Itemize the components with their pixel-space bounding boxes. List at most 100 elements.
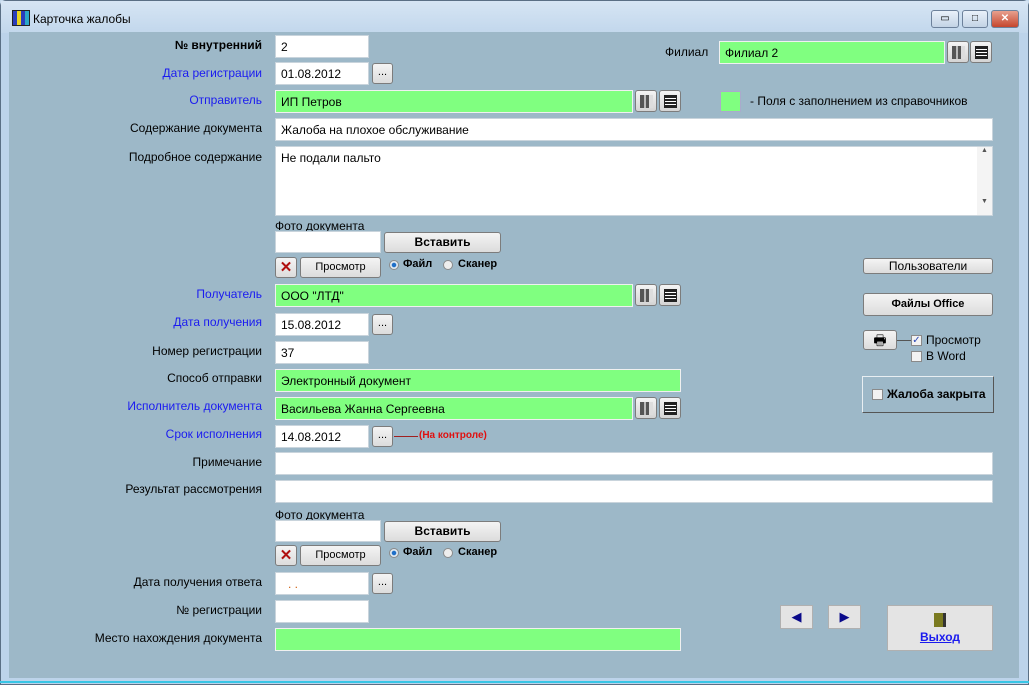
photo-source-file-radio[interactable]	[389, 260, 399, 270]
deadline-field[interactable]: 14.08.2012	[275, 425, 369, 448]
delete-x-icon: ✕	[279, 259, 293, 276]
photo-insert-button[interactable]: Вставить	[384, 232, 501, 253]
details-label: Подробное содержание	[128, 150, 262, 164]
next-record-button[interactable]: ▶	[828, 605, 861, 629]
sender-field[interactable]: ИП Петров	[275, 90, 633, 113]
window-title: Карточка жалобы	[33, 12, 131, 26]
note-label: Примечание	[192, 455, 262, 469]
users-button[interactable]: Пользователи	[863, 258, 993, 274]
answer-photo-file-radio[interactable]	[389, 548, 399, 558]
photo-view-button[interactable]: Просмотр	[300, 257, 381, 278]
directory-icon	[952, 46, 965, 59]
directory-icon	[640, 289, 653, 302]
delete-x-icon: ✕	[279, 547, 293, 564]
photo-source-scanner-label: Сканер	[458, 258, 498, 270]
recipient-field[interactable]: ООО "ЛТД"	[275, 284, 633, 307]
scroll-up-icon[interactable]: ▲	[981, 147, 988, 154]
branch-lookup-button[interactable]	[947, 41, 969, 63]
answer-date-picker-button[interactable]: ...	[372, 573, 393, 594]
arrow-right-icon: ▶	[839, 609, 850, 624]
closed-checkbox[interactable]	[872, 389, 883, 400]
photo-delete-button[interactable]: ✕	[275, 257, 297, 278]
sender-label[interactable]: Отправитель	[189, 93, 262, 107]
answer-photo-field[interactable]	[275, 520, 381, 542]
reg-date-picker-button[interactable]: ...	[372, 63, 393, 84]
photo-label: Фото документа	[275, 219, 365, 233]
closed-label: Жалоба закрыта	[887, 387, 986, 401]
receipt-date-picker-button[interactable]: ...	[372, 314, 393, 335]
reg-number-field[interactable]: 37	[275, 341, 369, 364]
close-button[interactable]: ✕	[991, 10, 1019, 28]
answer-photo-label: Фото документа	[275, 508, 365, 522]
executor-lookup-button[interactable]	[635, 397, 657, 419]
legend-text: - Поля с заполнением из справочников	[750, 94, 968, 108]
exit-label: Выход	[919, 630, 961, 644]
branch-label: Филиал	[665, 45, 709, 59]
photo-source-scanner-radio[interactable]	[443, 260, 453, 270]
exit-door-icon	[934, 613, 946, 627]
answer-photo-delete-button[interactable]: ✕	[275, 545, 297, 566]
location-label: Место нахождения документа	[94, 631, 262, 645]
print-preview-checkbox[interactable]: ✓	[911, 335, 922, 346]
result-label: Результат рассмотрения	[125, 482, 262, 496]
deadline-label[interactable]: Срок исполнения	[165, 427, 262, 441]
branch-table-button[interactable]	[970, 41, 992, 63]
answer-date-field[interactable]: . .	[275, 572, 369, 595]
answer-photo-scanner-label: Сканер	[458, 546, 498, 558]
printer-icon: 🖶	[873, 332, 887, 348]
answer-reg-field[interactable]	[275, 600, 369, 623]
executor-field[interactable]: Васильева Жанна Сергеевна	[275, 397, 633, 420]
answer-photo-view-button[interactable]: Просмотр	[300, 545, 381, 566]
table-icon	[664, 289, 677, 302]
title-bar: Карточка жалобы ▭ □ ✕	[1, 1, 1028, 33]
in-word-checkbox[interactable]	[911, 351, 922, 362]
internal-no-field[interactable]: 2	[275, 35, 369, 58]
sender-table-button[interactable]	[659, 90, 681, 112]
maximize-button[interactable]: □	[962, 10, 988, 28]
content-field[interactable]: Жалоба на плохое обслуживание	[275, 118, 993, 141]
scroll-down-icon[interactable]: ▼	[981, 198, 988, 205]
details-textarea[interactable]: Не подали пальто	[275, 146, 993, 216]
closed-toggle[interactable]: Жалоба закрыта	[862, 376, 994, 413]
receipt-date-field[interactable]: 15.08.2012	[275, 313, 369, 336]
recipient-lookup-button[interactable]	[635, 284, 657, 306]
arrow-left-icon: ◀	[791, 609, 802, 624]
directory-icon	[640, 402, 653, 415]
executor-label[interactable]: Исполнитель документа	[127, 399, 262, 413]
note-field[interactable]	[275, 452, 993, 475]
print-button[interactable]: 🖶	[863, 330, 897, 350]
deadline-control-note: (На контроле)	[419, 430, 487, 441]
answer-photo-scanner-radio[interactable]	[443, 548, 453, 558]
internal-no-label: № внутренний	[174, 38, 262, 52]
window-bottom-border	[0, 681, 1029, 683]
send-method-field[interactable]: Электронный документ	[275, 369, 681, 392]
reg-date-field[interactable]: 01.08.2012	[275, 62, 369, 85]
connector-line	[897, 340, 911, 341]
photo-field[interactable]	[275, 231, 381, 253]
answer-photo-insert-button[interactable]: Вставить	[384, 521, 501, 542]
receipt-date-label[interactable]: Дата получения	[173, 315, 262, 329]
answer-reg-label: № регистрации	[176, 603, 262, 617]
details-scrollbar[interactable]: ▲ ▼	[977, 147, 992, 215]
result-field[interactable]	[275, 480, 993, 503]
reg-date-label[interactable]: Дата регистрации	[162, 66, 262, 80]
directory-icon	[640, 95, 653, 108]
minimize-button[interactable]: ▭	[931, 10, 959, 28]
executor-table-button[interactable]	[659, 397, 681, 419]
location-field[interactable]	[275, 628, 681, 651]
answer-photo-file-label: Файл	[403, 546, 433, 558]
branch-field[interactable]: Филиал 2	[719, 41, 945, 64]
photo-source-file-label: Файл	[403, 258, 433, 270]
deadline-picker-button[interactable]: ...	[372, 426, 393, 447]
exit-button[interactable]: Выход	[887, 605, 993, 651]
in-word-label: В Word	[926, 349, 966, 363]
table-icon	[975, 46, 988, 59]
deadline-connector	[394, 436, 418, 437]
sender-lookup-button[interactable]	[635, 90, 657, 112]
prev-record-button[interactable]: ◀	[780, 605, 813, 629]
table-icon	[664, 95, 677, 108]
reg-number-label: Номер регистрации	[152, 344, 262, 358]
office-files-button[interactable]: Файлы Office	[863, 293, 993, 316]
recipient-table-button[interactable]	[659, 284, 681, 306]
recipient-label[interactable]: Получатель	[196, 287, 262, 301]
